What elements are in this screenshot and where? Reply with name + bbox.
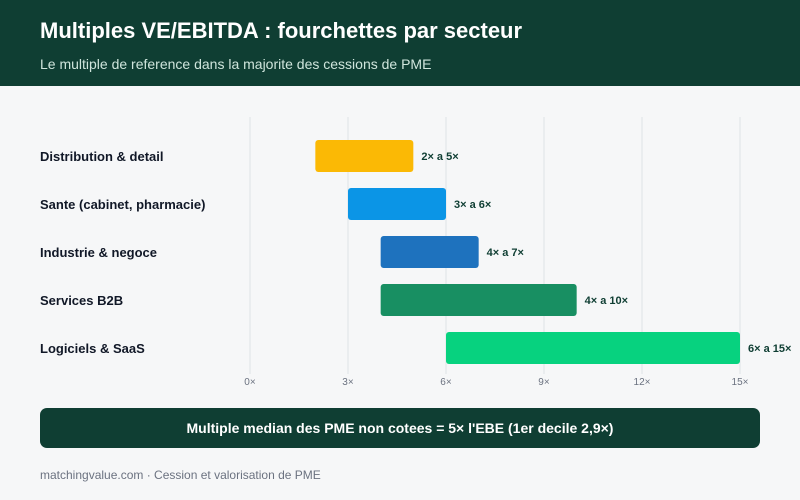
range-value-label: 4× a 10× (585, 295, 628, 307)
range-value-label: 3× a 6× (454, 199, 491, 211)
category-label: Logiciels & SaaS (40, 341, 145, 356)
category-label: Services B2B (40, 293, 123, 308)
category-label: Distribution & detail (40, 149, 164, 164)
x-tick-label: 9× (538, 377, 550, 388)
range-bar (446, 332, 740, 364)
median-banner: Multiple median des PME non cotees = 5× … (40, 408, 760, 448)
x-tick-label: 3× (342, 377, 354, 388)
x-tick-label: 0× (244, 377, 256, 388)
range-value-label: 2× a 5× (421, 151, 458, 163)
range-bar (315, 140, 414, 172)
x-tick-label: 6× (440, 377, 452, 388)
x-tick-label: 15× (732, 377, 749, 388)
range-bar (348, 188, 446, 220)
x-tick-label: 12× (634, 377, 651, 388)
category-label: Sante (cabinet, pharmacie) (40, 197, 205, 212)
range-bar-chart: 0× 3× 6× 9× 12× 15× Distribution & detail 2× a … (40, 117, 791, 388)
chart-subtitle: Le multiple de reference dans la majorit… (40, 56, 432, 72)
chart-title: Multiples VE/EBITDA : fourchettes par se… (40, 18, 523, 43)
header-band: Multiples VE/EBITDA : fourchettes par se… (0, 0, 800, 86)
range-value-label: 6× a 15× (748, 343, 791, 355)
footer-credit: matchingvalue.com · Cession et valorisat… (40, 468, 321, 482)
median-banner-text: Multiple median des PME non cotees = 5× … (186, 420, 614, 436)
range-bar (380, 236, 479, 268)
range-value-label: 4× a 7× (487, 247, 524, 259)
range-bar (380, 284, 577, 316)
category-label: Industrie & negoce (40, 245, 157, 260)
